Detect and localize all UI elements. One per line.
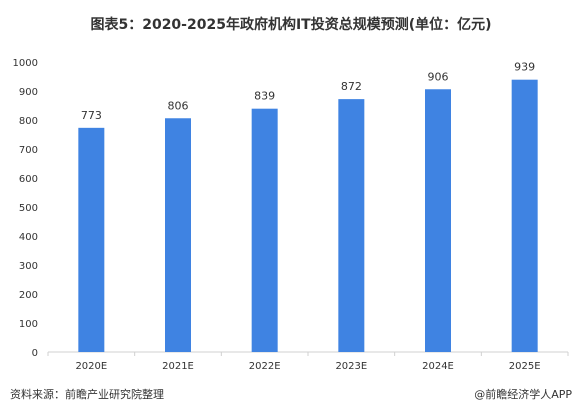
x-tick-label: 2025E bbox=[509, 361, 541, 372]
brand-credit: @前瞻经济学人APP bbox=[474, 386, 572, 402]
data-label: 872 bbox=[341, 80, 362, 93]
brand-label: 前瞻经济学人APP bbox=[485, 388, 572, 401]
x-tick-label: 2023E bbox=[335, 361, 367, 372]
chart-title: 图表5：2020-2025年政府机构IT投资总规模预测(单位：亿元) bbox=[90, 17, 492, 33]
bar bbox=[338, 99, 365, 353]
y-tick-label: 700 bbox=[19, 145, 38, 156]
bar bbox=[425, 89, 451, 352]
x-tick-label: 2021E bbox=[162, 361, 194, 372]
bar bbox=[78, 127, 105, 352]
bar bbox=[251, 108, 278, 352]
data-label: 806 bbox=[168, 99, 189, 112]
at-sign-icon: @ bbox=[474, 388, 486, 401]
y-tick-label: 800 bbox=[19, 116, 38, 127]
y-tick-label: 1000 bbox=[13, 58, 38, 69]
x-tick-label: 2024E bbox=[422, 361, 454, 372]
bar bbox=[165, 118, 191, 352]
data-label: 839 bbox=[254, 90, 275, 103]
y-tick-label: 600 bbox=[19, 174, 38, 185]
y-tick-label: 300 bbox=[19, 261, 38, 272]
y-tick-label: 200 bbox=[19, 290, 38, 301]
source-note: 资料来源：前瞻产业研究院整理 bbox=[10, 388, 164, 401]
data-label: 939 bbox=[514, 61, 535, 74]
y-tick-label: 400 bbox=[19, 232, 38, 243]
data-label: 773 bbox=[81, 109, 102, 122]
x-tick-label: 2022E bbox=[249, 361, 281, 372]
y-tick-label: 100 bbox=[19, 319, 38, 330]
y-tick-label: 500 bbox=[19, 203, 38, 214]
data-label: 906 bbox=[428, 70, 449, 83]
x-tick-label: 2020E bbox=[75, 361, 107, 372]
y-tick-label: 900 bbox=[19, 87, 38, 98]
bar bbox=[511, 79, 538, 352]
y-tick-label: 0 bbox=[32, 348, 38, 359]
